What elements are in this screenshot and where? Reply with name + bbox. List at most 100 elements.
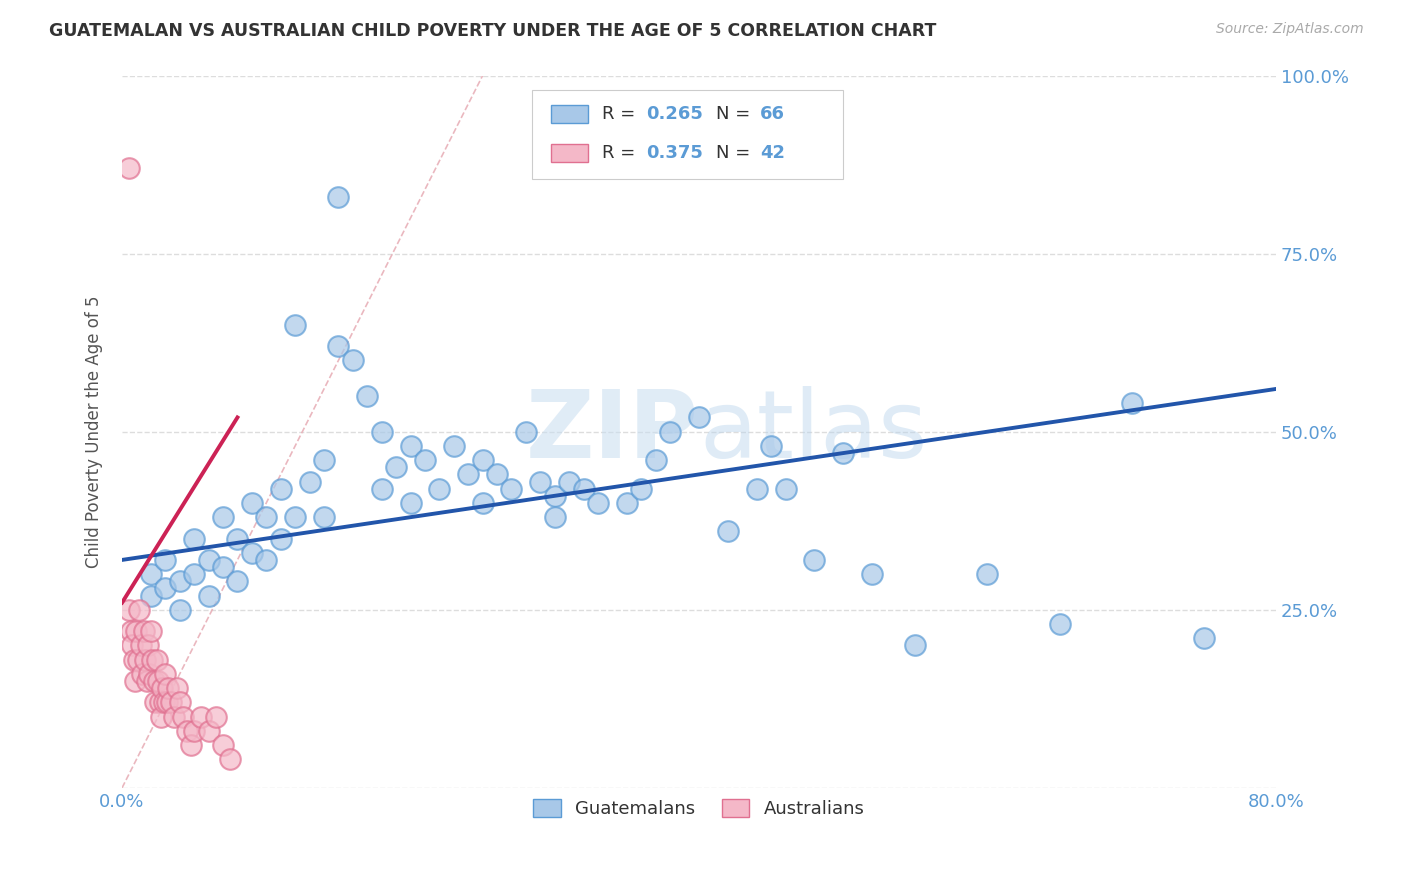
Point	[240, 546, 263, 560]
Text: atlas: atlas	[699, 385, 927, 478]
Text: 0.265: 0.265	[645, 105, 703, 123]
Point	[630, 482, 652, 496]
Point	[270, 532, 292, 546]
Text: 66: 66	[761, 105, 785, 123]
Point	[160, 695, 183, 709]
Point	[139, 624, 162, 639]
Point	[226, 574, 249, 589]
Point	[120, 624, 142, 639]
Point	[127, 653, 149, 667]
Point	[775, 482, 797, 496]
Point	[254, 510, 277, 524]
Point	[457, 467, 479, 482]
Point	[328, 339, 350, 353]
Point	[399, 439, 422, 453]
Point	[356, 389, 378, 403]
Text: N =: N =	[716, 105, 751, 123]
Point	[118, 603, 141, 617]
Point	[270, 482, 292, 496]
Point	[254, 553, 277, 567]
Point	[183, 723, 205, 738]
Point	[759, 439, 782, 453]
Text: GUATEMALAN VS AUSTRALIAN CHILD POVERTY UNDER THE AGE OF 5 CORRELATION CHART: GUATEMALAN VS AUSTRALIAN CHILD POVERTY U…	[49, 22, 936, 40]
Point	[125, 624, 148, 639]
Point	[183, 532, 205, 546]
Point	[146, 673, 169, 688]
Point	[240, 496, 263, 510]
Point	[118, 161, 141, 175]
Point	[717, 524, 740, 539]
Point	[131, 666, 153, 681]
Text: R =: R =	[602, 105, 636, 123]
Point	[212, 738, 235, 752]
Point	[169, 695, 191, 709]
Point	[139, 567, 162, 582]
Point	[501, 482, 523, 496]
Point	[219, 752, 242, 766]
Point	[183, 567, 205, 582]
Point	[148, 695, 170, 709]
Point	[124, 673, 146, 688]
Point	[644, 453, 666, 467]
Point	[153, 695, 176, 709]
Bar	[551, 104, 588, 123]
Point	[904, 639, 927, 653]
Point	[312, 453, 335, 467]
Point	[212, 560, 235, 574]
Point	[197, 723, 219, 738]
Point	[616, 496, 638, 510]
Point	[515, 425, 537, 439]
Y-axis label: Child Poverty Under the Age of 5: Child Poverty Under the Age of 5	[86, 295, 103, 568]
Point	[166, 681, 188, 695]
Point	[832, 446, 855, 460]
Point	[169, 603, 191, 617]
Point	[443, 439, 465, 453]
Point	[190, 709, 212, 723]
Point	[132, 624, 155, 639]
Point	[544, 510, 567, 524]
Legend: Guatemalans, Australians: Guatemalans, Australians	[526, 791, 872, 825]
Point	[129, 639, 152, 653]
Point	[385, 460, 408, 475]
Point	[157, 681, 180, 695]
Point	[152, 681, 174, 695]
Point	[139, 589, 162, 603]
FancyBboxPatch shape	[531, 90, 844, 178]
Point	[128, 603, 150, 617]
Point	[312, 510, 335, 524]
Point	[413, 453, 436, 467]
Text: R =: R =	[602, 145, 636, 162]
Point	[135, 673, 157, 688]
Point	[155, 553, 177, 567]
Point	[150, 709, 173, 723]
Point	[176, 723, 198, 738]
Point	[427, 482, 450, 496]
Point	[471, 496, 494, 510]
Point	[156, 695, 179, 709]
Point	[163, 709, 186, 723]
Point	[284, 318, 307, 332]
Point	[558, 475, 581, 489]
Point	[486, 467, 509, 482]
Point	[134, 653, 156, 667]
Point	[1049, 617, 1071, 632]
Point	[976, 567, 998, 582]
Point	[155, 666, 177, 681]
Point	[204, 709, 226, 723]
Text: ZIP: ZIP	[526, 385, 699, 478]
Text: 42: 42	[761, 145, 785, 162]
Point	[471, 453, 494, 467]
Point	[145, 653, 167, 667]
Point	[544, 489, 567, 503]
Point	[143, 695, 166, 709]
Point	[370, 482, 392, 496]
Point	[370, 425, 392, 439]
Point	[1192, 632, 1215, 646]
Point	[342, 353, 364, 368]
Point	[529, 475, 551, 489]
Text: 0.375: 0.375	[645, 145, 703, 162]
Point	[298, 475, 321, 489]
Text: Source: ZipAtlas.com: Source: ZipAtlas.com	[1216, 22, 1364, 37]
Point	[328, 189, 350, 203]
Point	[688, 410, 710, 425]
